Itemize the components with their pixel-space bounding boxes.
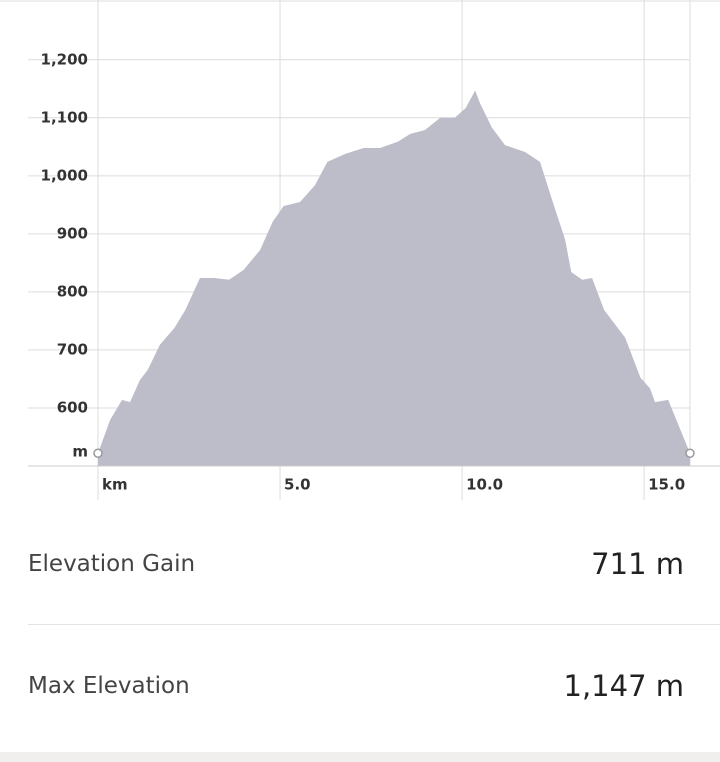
- end-point: [93, 448, 103, 458]
- end-point: [685, 448, 695, 458]
- separator: [28, 624, 720, 625]
- y-tick-label: 1,200: [41, 50, 88, 68]
- footer-strip: [0, 752, 720, 762]
- stat-label: Elevation Gain: [28, 551, 196, 577]
- stat-row: Max Elevation 1,147 m: [28, 664, 684, 708]
- stat-row: Elevation Gain 711 m: [28, 542, 684, 586]
- x-tick-label: 15.0: [648, 476, 685, 494]
- y-tick-label: 900: [57, 224, 88, 242]
- stat-value: 711 m: [591, 547, 684, 581]
- stat-value: 1,147 m: [563, 669, 685, 703]
- y-tick-label: 800: [57, 282, 88, 300]
- y-tick-label: 600: [57, 398, 88, 416]
- elevation-chart: m 600 700 800 900 1,000 1,100 1,200 km 5.0 10.0 15.…: [0, 0, 720, 500]
- x-tick-label: 5.0: [284, 476, 311, 494]
- y-tick-label: m: [72, 443, 88, 461]
- stat-label: Max Elevation: [28, 673, 190, 699]
- x-tick-label: 10.0: [466, 476, 503, 494]
- x-tick-label: km: [102, 476, 128, 494]
- y-tick-label: 700: [57, 340, 88, 358]
- elevation-area: [98, 90, 690, 466]
- y-tick-label: 1,000: [41, 166, 88, 184]
- y-tick-label: 1,100: [41, 108, 88, 126]
